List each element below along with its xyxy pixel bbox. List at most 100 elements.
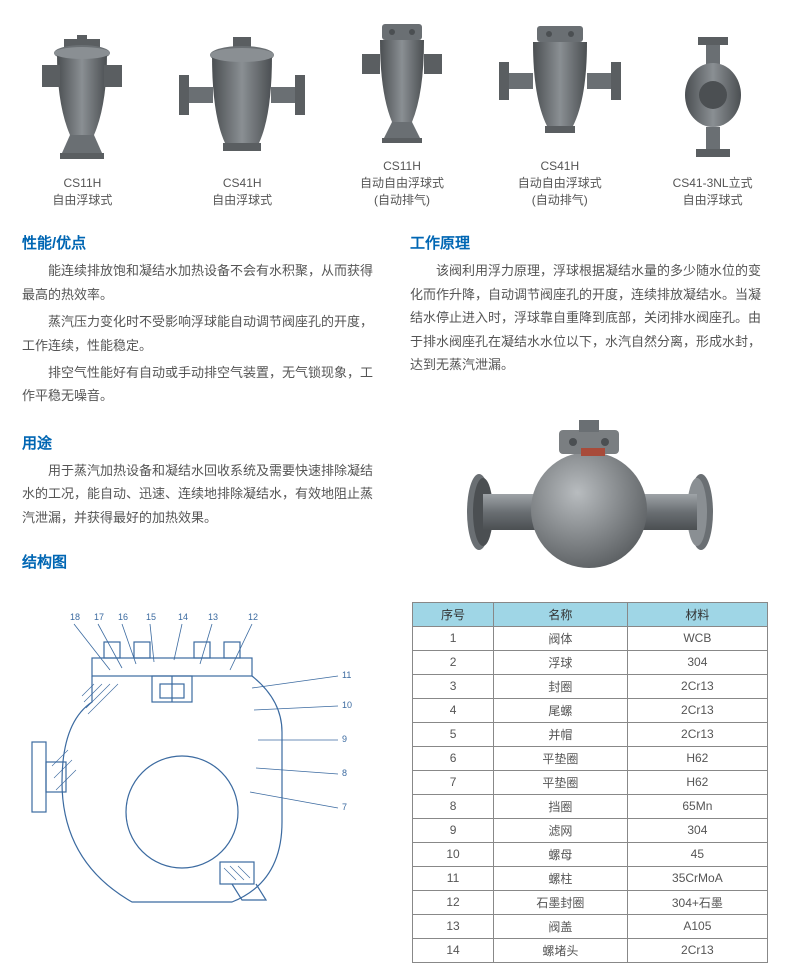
callout-label: 17	[94, 612, 104, 622]
table-cell: 304	[627, 818, 767, 842]
table-cell: H62	[627, 770, 767, 794]
table-cell: 2Cr13	[627, 674, 767, 698]
product-note: (自动排气)	[532, 192, 588, 209]
product-type: 自动自由浮球式	[518, 175, 602, 192]
callout-label: 18	[70, 612, 80, 622]
product-code: CS11H	[63, 175, 101, 192]
usage-title: 用途	[22, 432, 380, 453]
usage-and-photo: 用途 用于蒸汽加热设备和凝结水回收系统及需要快速排除凝结水的工况，能自动、迅速、…	[0, 412, 790, 592]
table-row: 13阀盖A105	[413, 914, 768, 938]
table-row: 3封圈2Cr13	[413, 674, 768, 698]
product-image	[32, 35, 132, 165]
callout-label: 13	[208, 612, 218, 622]
product-item: CS11H 自动自由浮球式 (自动排气)	[352, 18, 452, 208]
callout-label: 9	[342, 734, 347, 744]
product-code: CS11H	[383, 158, 421, 175]
materials-table-wrapper: 序号 名称 材料 1阀体WCB2浮球3043封圈2Cr134尾螺2Cr135并帽…	[412, 592, 768, 963]
product-image	[177, 35, 307, 165]
callout-label: 16	[118, 612, 128, 622]
table-cell: 封圈	[494, 674, 628, 698]
table-cell: 14	[413, 938, 494, 962]
callout-label: 8	[342, 768, 347, 778]
table-cell: 304	[627, 650, 767, 674]
table-cell: 平垫圈	[494, 746, 628, 770]
product-code: CS41H	[223, 175, 262, 192]
principle-section: 工作原理 该阀利用浮力原理，浮球根据凝结水量的多少随水位的变化而作升降，自动调节…	[410, 232, 768, 411]
table-cell: 13	[413, 914, 494, 938]
table-row: 14螺堵头2Cr13	[413, 938, 768, 962]
callout-label: 11	[342, 670, 351, 680]
callout-label: 10	[342, 700, 352, 710]
product-gallery: CS11H 自由浮球式 CS41H 自由浮	[0, 0, 790, 218]
table-cell: 2Cr13	[627, 722, 767, 746]
table-row: 12石墨封圈304+石墨	[413, 890, 768, 914]
performance-para: 排空气性能好有自动或手动排空气装置，无气锁现象，工作平稳无噪音。	[22, 361, 380, 408]
callout-label: 7	[342, 802, 347, 812]
table-row: 8挡圈65Mn	[413, 794, 768, 818]
table-cell: 螺柱	[494, 866, 628, 890]
table-cell: A105	[627, 914, 767, 938]
table-cell: 9	[413, 818, 494, 842]
table-row: 5并帽2Cr13	[413, 722, 768, 746]
table-cell: 35CrMoA	[627, 866, 767, 890]
principle-title: 工作原理	[410, 232, 768, 253]
usage-para: 用于蒸汽加热设备和凝结水回收系统及需要快速排除凝结水的工况，能自动、迅速、连续地…	[22, 459, 380, 529]
table-cell: 6	[413, 746, 494, 770]
table-cell: 浮球	[494, 650, 628, 674]
performance-title: 性能/优点	[22, 232, 380, 253]
table-cell: 阀盖	[494, 914, 628, 938]
table-cell: 并帽	[494, 722, 628, 746]
table-row: 1阀体WCB	[413, 626, 768, 650]
materials-table: 序号 名称 材料 1阀体WCB2浮球3043封圈2Cr134尾螺2Cr135并帽…	[412, 602, 768, 963]
table-cell: 7	[413, 770, 494, 794]
principle-para: 该阀利用浮力原理，浮球根据凝结水量的多少随水位的变化而作升降，自动调节阀座孔的开…	[410, 259, 768, 376]
valve-photo	[410, 412, 768, 592]
table-header: 序号	[413, 602, 494, 626]
table-cell: 尾螺	[494, 698, 628, 722]
product-image	[497, 18, 623, 148]
usage-section: 用途 用于蒸汽加热设备和凝结水回收系统及需要快速排除凝结水的工况，能自动、迅速、…	[22, 412, 380, 592]
structure-row: 18 17 16 15 14 13 12 11 10 9 8 7	[0, 592, 790, 963]
product-item: CS41H 自由浮球式	[177, 35, 307, 209]
product-code: CS41-3NL立式	[673, 175, 753, 192]
table-row: 6平垫圈H62	[413, 746, 768, 770]
performance-para: 能连续排放饱和凝结水加热设备不会有水积聚，从而获得最高的热效率。	[22, 259, 380, 306]
table-header: 材料	[627, 602, 767, 626]
table-cell: 2Cr13	[627, 938, 767, 962]
product-type: 自由浮球式	[683, 192, 743, 209]
table-cell: 滤网	[494, 818, 628, 842]
table-cell: 3	[413, 674, 494, 698]
table-row: 4尾螺2Cr13	[413, 698, 768, 722]
performance-section: 性能/优点 能连续排放饱和凝结水加热设备不会有水积聚，从而获得最高的热效率。 蒸…	[22, 232, 380, 411]
table-row: 10螺母45	[413, 842, 768, 866]
product-type: 自动自由浮球式	[360, 175, 444, 192]
table-cell: 8	[413, 794, 494, 818]
product-code: CS41H	[540, 158, 579, 175]
callout-label: 14	[178, 612, 188, 622]
product-note: (自动排气)	[374, 192, 430, 209]
table-row: 7平垫圈H62	[413, 770, 768, 794]
text-two-column: 性能/优点 能连续排放饱和凝结水加热设备不会有水积聚，从而获得最高的热效率。 蒸…	[0, 218, 790, 411]
structure-diagram: 18 17 16 15 14 13 12 11 10 9 8 7	[22, 592, 382, 963]
table-cell: 65Mn	[627, 794, 767, 818]
product-item: CS41H 自动自由浮球式 (自动排气)	[497, 18, 623, 208]
product-item: CS41-3NL立式 自由浮球式	[668, 35, 758, 209]
table-header: 名称	[494, 602, 628, 626]
product-type: 自由浮球式	[52, 192, 112, 209]
table-cell: 石墨封圈	[494, 890, 628, 914]
product-item: CS11H 自由浮球式	[32, 35, 132, 209]
table-cell: 5	[413, 722, 494, 746]
product-image	[352, 18, 452, 148]
callout-label: 12	[248, 612, 258, 622]
table-row: 2浮球304	[413, 650, 768, 674]
table-cell: H62	[627, 746, 767, 770]
table-cell: 螺母	[494, 842, 628, 866]
table-cell: 1	[413, 626, 494, 650]
product-type: 自由浮球式	[212, 192, 272, 209]
table-cell: 4	[413, 698, 494, 722]
table-cell: 挡圈	[494, 794, 628, 818]
table-cell: 45	[627, 842, 767, 866]
table-cell: 2	[413, 650, 494, 674]
table-cell: 螺堵头	[494, 938, 628, 962]
product-image	[668, 35, 758, 165]
